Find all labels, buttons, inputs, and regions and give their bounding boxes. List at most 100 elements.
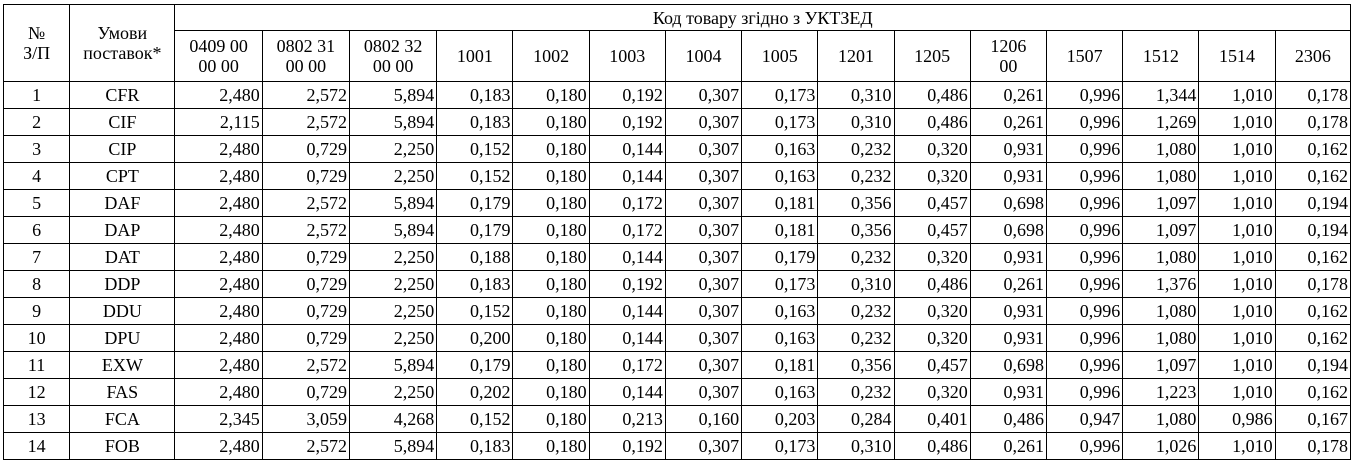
product-code-line: 1206 xyxy=(990,36,1027,56)
value-cell: 1,344 xyxy=(1122,81,1200,109)
value-cell: 0,931 xyxy=(969,135,1047,163)
value-cell: 0,947 xyxy=(1045,405,1124,433)
value-cell: 0,183 xyxy=(436,270,514,298)
value-cell: 0,307 xyxy=(664,189,743,217)
value-cell: 0,144 xyxy=(588,378,666,406)
value-cell: 0,173 xyxy=(741,108,819,136)
value-cell: 2,480 xyxy=(174,189,263,217)
value-cell: 0,307 xyxy=(664,351,743,379)
delivery-term-cell: FAS xyxy=(69,378,176,406)
value-cell: 0,180 xyxy=(512,243,590,271)
value-cell: 2,480 xyxy=(174,135,263,163)
table-row: 9 DDU 2,480 0,729 2,250 0,152 0,180 0,144 0,307 0… xyxy=(2,297,1352,325)
value-cell: 0,729 xyxy=(261,162,350,190)
value-cell: 0,232 xyxy=(817,243,895,271)
value-cell: 0,178 xyxy=(1274,81,1352,109)
delivery-term-cell: CFR xyxy=(69,81,176,109)
value-cell: 0,180 xyxy=(512,162,590,190)
value-cell: 0,203 xyxy=(741,405,819,433)
value-cell: 0,356 xyxy=(817,216,895,244)
value-cell: 2,572 xyxy=(261,432,350,460)
value-cell: 0,996 xyxy=(1045,189,1124,217)
value-cell: 0,486 xyxy=(969,405,1047,433)
row-number-cell: 13 xyxy=(2,405,71,433)
value-cell: 0,183 xyxy=(436,432,514,460)
value-cell: 0,320 xyxy=(893,297,971,325)
value-cell: 0,996 xyxy=(1045,324,1124,352)
value-cell: 1,010 xyxy=(1198,324,1276,352)
product-code-group-header: Код товару згідно з УКТЗЕД xyxy=(174,4,1351,31)
product-code-line: 0802 31 xyxy=(276,36,336,56)
value-cell: 0,320 xyxy=(893,378,971,406)
value-cell: 0,163 xyxy=(741,324,819,352)
value-cell: 2,250 xyxy=(348,135,438,163)
table-row: 4 CPT 2,480 0,729 2,250 0,152 0,180 0,144 0,307 0… xyxy=(2,162,1352,190)
value-cell: 0,320 xyxy=(893,324,971,352)
product-code-header: 1201 xyxy=(817,30,895,82)
product-code-line: 1005 xyxy=(761,46,798,66)
value-cell: 0,181 xyxy=(741,351,819,379)
value-cell: 1,010 xyxy=(1198,297,1276,325)
value-cell: 2,572 xyxy=(261,81,350,109)
product-code-header: 1514 xyxy=(1198,30,1276,82)
product-code-line: 1514 xyxy=(1219,46,1256,66)
value-cell: 0,261 xyxy=(969,432,1047,460)
value-cell: 0,144 xyxy=(588,297,666,325)
delivery-terms-header: Умови поставок* xyxy=(69,4,176,82)
value-cell: 0,310 xyxy=(817,432,895,460)
row-number-cell: 6 xyxy=(2,216,71,244)
value-cell: 0,996 xyxy=(1045,81,1124,109)
product-code-line: 00 00 xyxy=(372,56,414,76)
value-cell: 0,356 xyxy=(817,189,895,217)
product-code-header: 1001 xyxy=(436,30,514,82)
value-cell: 0,996 xyxy=(1045,432,1124,460)
value-cell: 2,480 xyxy=(174,216,263,244)
value-cell: 0,152 xyxy=(436,405,514,433)
value-cell: 2,480 xyxy=(174,162,263,190)
value-cell: 0,996 xyxy=(1045,378,1124,406)
value-cell: 0,457 xyxy=(893,216,971,244)
value-cell: 0,307 xyxy=(664,135,743,163)
value-cell: 0,192 xyxy=(588,108,666,136)
value-cell: 2,345 xyxy=(174,405,263,433)
product-code-line: 00 00 xyxy=(285,56,327,76)
value-cell: 2,250 xyxy=(348,243,438,271)
value-cell: 0,729 xyxy=(261,324,350,352)
value-cell: 2,250 xyxy=(348,162,438,190)
value-cell: 0,192 xyxy=(588,270,666,298)
value-cell: 0,180 xyxy=(512,378,590,406)
value-cell: 0,180 xyxy=(512,432,590,460)
value-cell: 0,163 xyxy=(741,162,819,190)
table-header: № З/П Умови поставок* Код товару згідно … xyxy=(2,4,1352,82)
value-cell: 1,080 xyxy=(1122,162,1200,190)
value-cell: 0,152 xyxy=(436,135,514,163)
value-cell: 0,232 xyxy=(817,297,895,325)
delivery-term-cell: DDU xyxy=(69,297,176,325)
value-cell: 1,010 xyxy=(1198,270,1276,298)
value-cell: 0,931 xyxy=(969,162,1047,190)
delivery-term-cell: DAF xyxy=(69,189,176,217)
value-cell: 0,284 xyxy=(817,405,895,433)
value-cell: 0,729 xyxy=(261,297,350,325)
value-cell: 2,572 xyxy=(261,351,350,379)
value-cell: 0,180 xyxy=(512,351,590,379)
value-cell: 0,232 xyxy=(817,135,895,163)
value-cell: 0,931 xyxy=(969,297,1047,325)
value-cell: 0,486 xyxy=(893,81,971,109)
value-cell: 0,180 xyxy=(512,297,590,325)
value-cell: 0,996 xyxy=(1045,216,1124,244)
value-cell: 0,173 xyxy=(741,81,819,109)
product-code-line: 1512 xyxy=(1142,46,1179,66)
table-row: 6 DAP 2,480 2,572 5,894 0,179 0,180 0,172 0,307 0… xyxy=(2,216,1352,244)
value-cell: 0,181 xyxy=(741,189,819,217)
value-cell: 1,376 xyxy=(1122,270,1200,298)
delivery-term-cell: DPU xyxy=(69,324,176,352)
value-cell: 0,996 xyxy=(1045,162,1124,190)
value-cell: 0,310 xyxy=(817,270,895,298)
value-cell: 0,729 xyxy=(261,135,350,163)
value-cell: 0,931 xyxy=(969,378,1047,406)
value-cell: 5,894 xyxy=(348,432,438,460)
value-cell: 1,080 xyxy=(1122,324,1200,352)
value-cell: 1,010 xyxy=(1198,351,1276,379)
table-row: 7 DAT 2,480 0,729 2,250 0,188 0,180 0,144 0,307 0… xyxy=(2,243,1352,271)
